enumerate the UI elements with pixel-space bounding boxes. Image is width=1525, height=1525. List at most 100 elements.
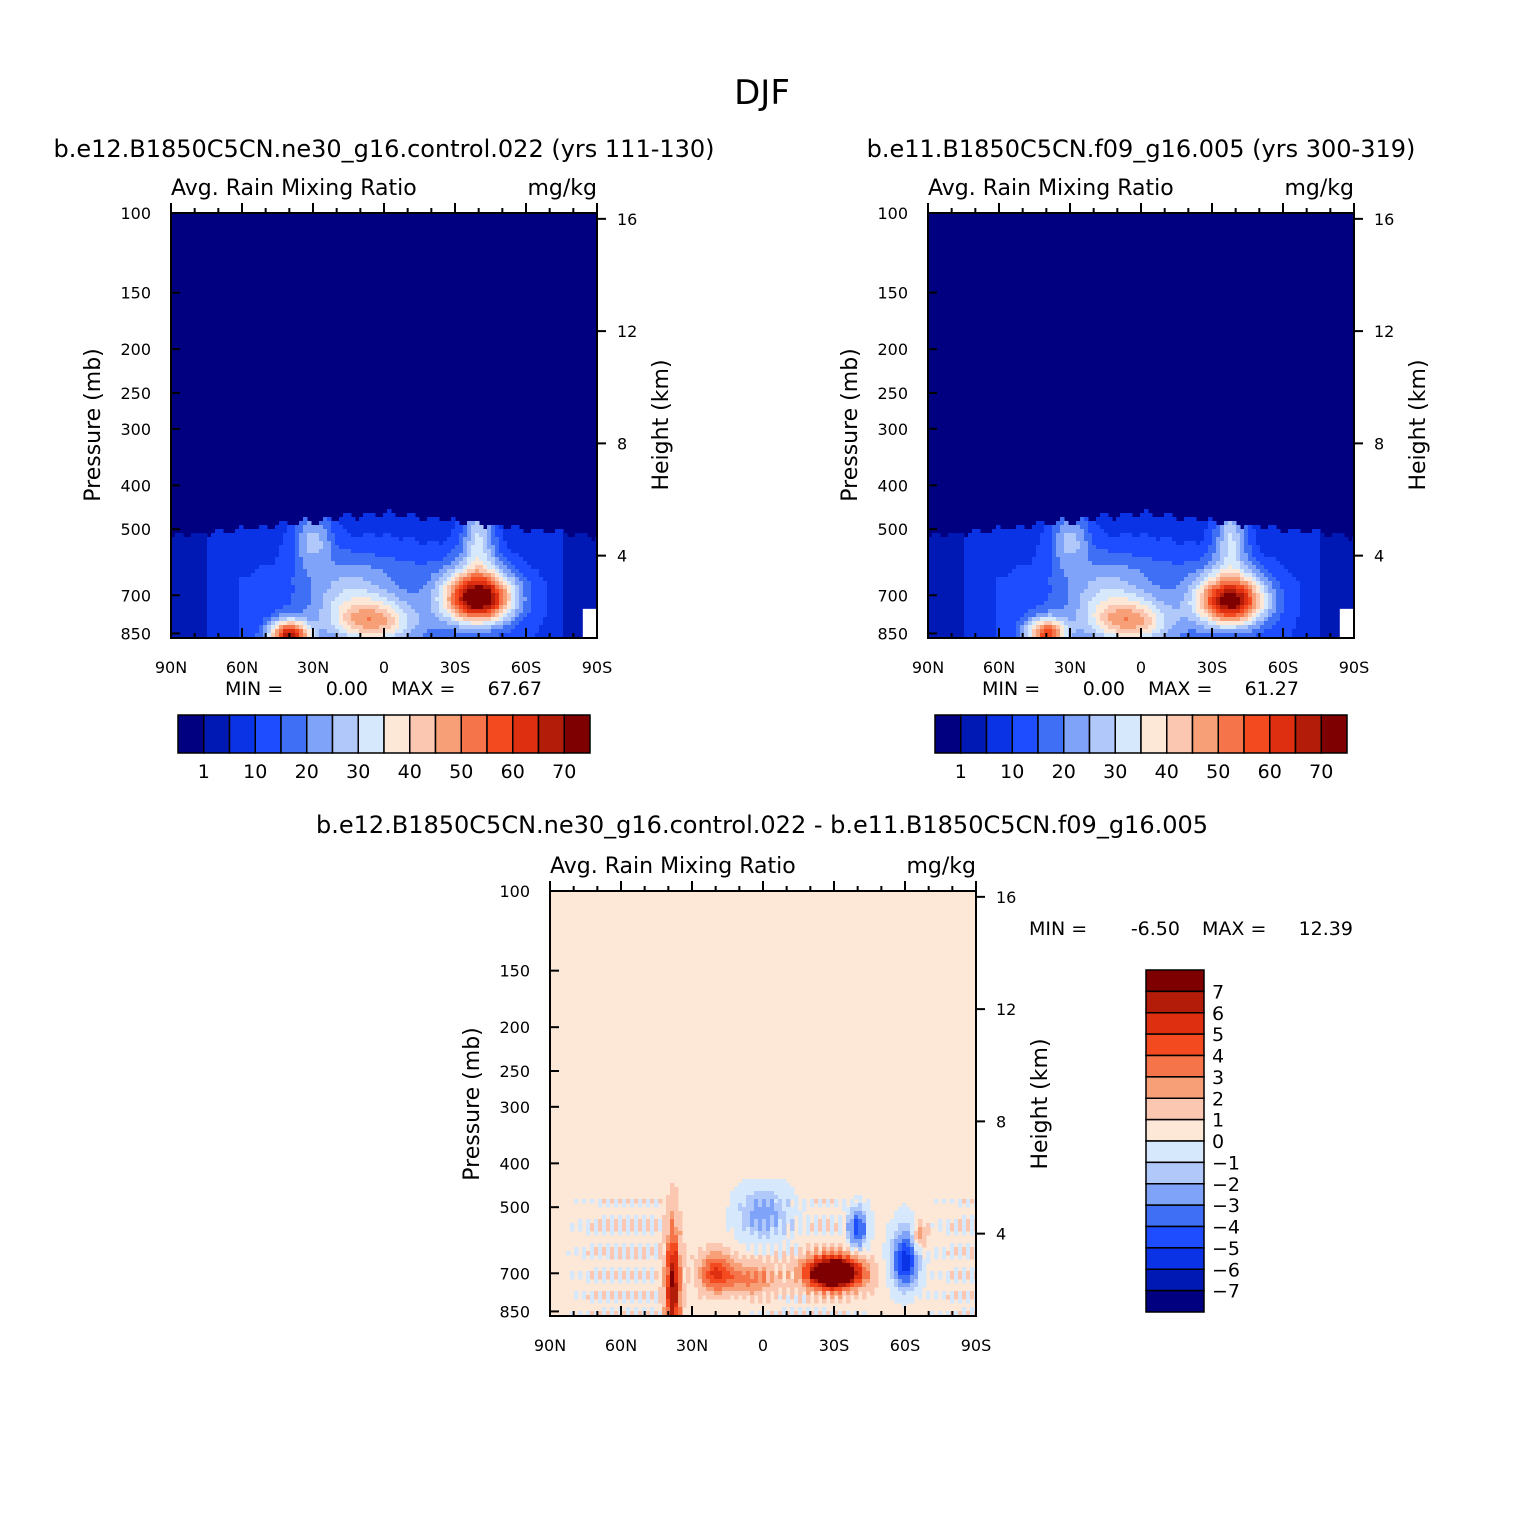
contour-cell — [455, 609, 460, 614]
contour-cell — [315, 585, 320, 590]
contour-cell — [343, 589, 348, 594]
contour-cell — [1344, 581, 1349, 586]
contour-cell — [439, 581, 444, 586]
contour-cell — [1196, 589, 1201, 594]
contour-cell — [435, 561, 440, 566]
contour-cell — [1084, 565, 1089, 570]
contour-cell — [243, 597, 248, 602]
contour-cell — [487, 529, 492, 534]
contour-cell — [459, 621, 464, 626]
contour-cell — [1108, 545, 1113, 550]
contour-cell — [391, 537, 396, 542]
contour-cell — [1252, 565, 1257, 570]
contour-cell — [1124, 541, 1129, 546]
contour-cell — [948, 589, 953, 594]
panel-1-title: b.e12.B1850C5CN.ne30_g16.control.022 (yr… — [53, 135, 714, 163]
contour-cell — [415, 537, 420, 542]
contour-cell — [1168, 557, 1173, 562]
contour-cell — [299, 569, 304, 574]
contour-cell — [495, 577, 500, 582]
contour-cell — [535, 597, 540, 602]
contour-cell — [1208, 549, 1213, 554]
contour-cell — [1276, 553, 1281, 558]
contour-cell — [1100, 549, 1105, 554]
contour-cell — [1052, 573, 1057, 578]
contour-cell — [996, 589, 1001, 594]
contour-cell — [1200, 557, 1205, 562]
contour-cell — [375, 533, 380, 538]
contour-cell — [287, 613, 292, 618]
contour-cell — [171, 561, 176, 566]
contour-cell — [267, 597, 272, 602]
contour-cell — [1288, 573, 1293, 578]
contour-cell — [459, 609, 464, 614]
contour-cell — [1308, 585, 1313, 590]
contour-cell — [1020, 525, 1025, 530]
contour-cell — [996, 533, 1001, 538]
topography-mask — [582, 608, 597, 638]
contour-cell — [972, 569, 977, 574]
contour-cell — [255, 569, 260, 574]
contour-cell — [1280, 537, 1285, 542]
contour-cell — [299, 633, 304, 638]
contour-cell — [467, 561, 472, 566]
contour-cell — [587, 545, 592, 550]
contour-cell — [199, 593, 204, 598]
contour-cell — [483, 581, 488, 586]
contour-cell — [1348, 569, 1353, 574]
contour-cell — [1264, 549, 1269, 554]
contour-cell — [1296, 585, 1301, 590]
contour-cell — [944, 557, 949, 562]
contour-cell — [1240, 585, 1245, 590]
contour-cell — [451, 533, 456, 538]
contour-cell — [988, 541, 993, 546]
contour-cell — [327, 557, 332, 562]
contour-cell — [1076, 521, 1081, 526]
contour-cell — [335, 549, 340, 554]
contour-cell — [363, 601, 368, 606]
contour-cell — [1020, 585, 1025, 590]
contour-cell — [571, 537, 576, 542]
contour-cell — [219, 593, 224, 598]
contour-cell — [1312, 565, 1317, 570]
contour-cell — [527, 573, 532, 578]
contour-cell — [439, 557, 444, 562]
contour-cell — [387, 613, 392, 618]
contour-cell — [1008, 585, 1013, 590]
contour-cell — [567, 545, 572, 550]
contour-cell — [1084, 581, 1089, 586]
contour-cell — [319, 617, 324, 622]
contour-cell — [503, 565, 508, 570]
contour-cell — [275, 541, 280, 546]
contour-cell — [499, 585, 504, 590]
contour-cell — [247, 577, 252, 582]
contour-cell — [575, 613, 580, 618]
contour-cell — [419, 553, 424, 558]
contour-cell — [543, 549, 548, 554]
contour-cell — [527, 585, 532, 590]
contour-cell — [503, 605, 508, 610]
contour-cell — [547, 545, 552, 550]
contour-cell — [1200, 573, 1205, 578]
contour-cell — [339, 533, 344, 538]
contour-cell — [1076, 577, 1081, 582]
contour-cell — [487, 537, 492, 542]
contour-cell — [487, 605, 492, 610]
contour-cell — [331, 613, 336, 618]
contour-cell — [1240, 549, 1245, 554]
contour-cell — [211, 621, 216, 626]
contour-cell — [1172, 565, 1177, 570]
contour-cell — [211, 597, 216, 602]
contour-cell — [243, 581, 248, 586]
contour-cell — [511, 553, 516, 558]
contour-cell — [471, 597, 476, 602]
contour-cell — [403, 585, 408, 590]
contour-cell — [403, 557, 408, 562]
contour-cell — [1048, 561, 1053, 566]
contour-cell — [371, 621, 376, 626]
contour-cell — [387, 561, 392, 566]
contour-cell — [323, 561, 328, 566]
contour-cell — [391, 613, 396, 618]
contour-cell — [1228, 581, 1233, 586]
contour-cell — [419, 565, 424, 570]
